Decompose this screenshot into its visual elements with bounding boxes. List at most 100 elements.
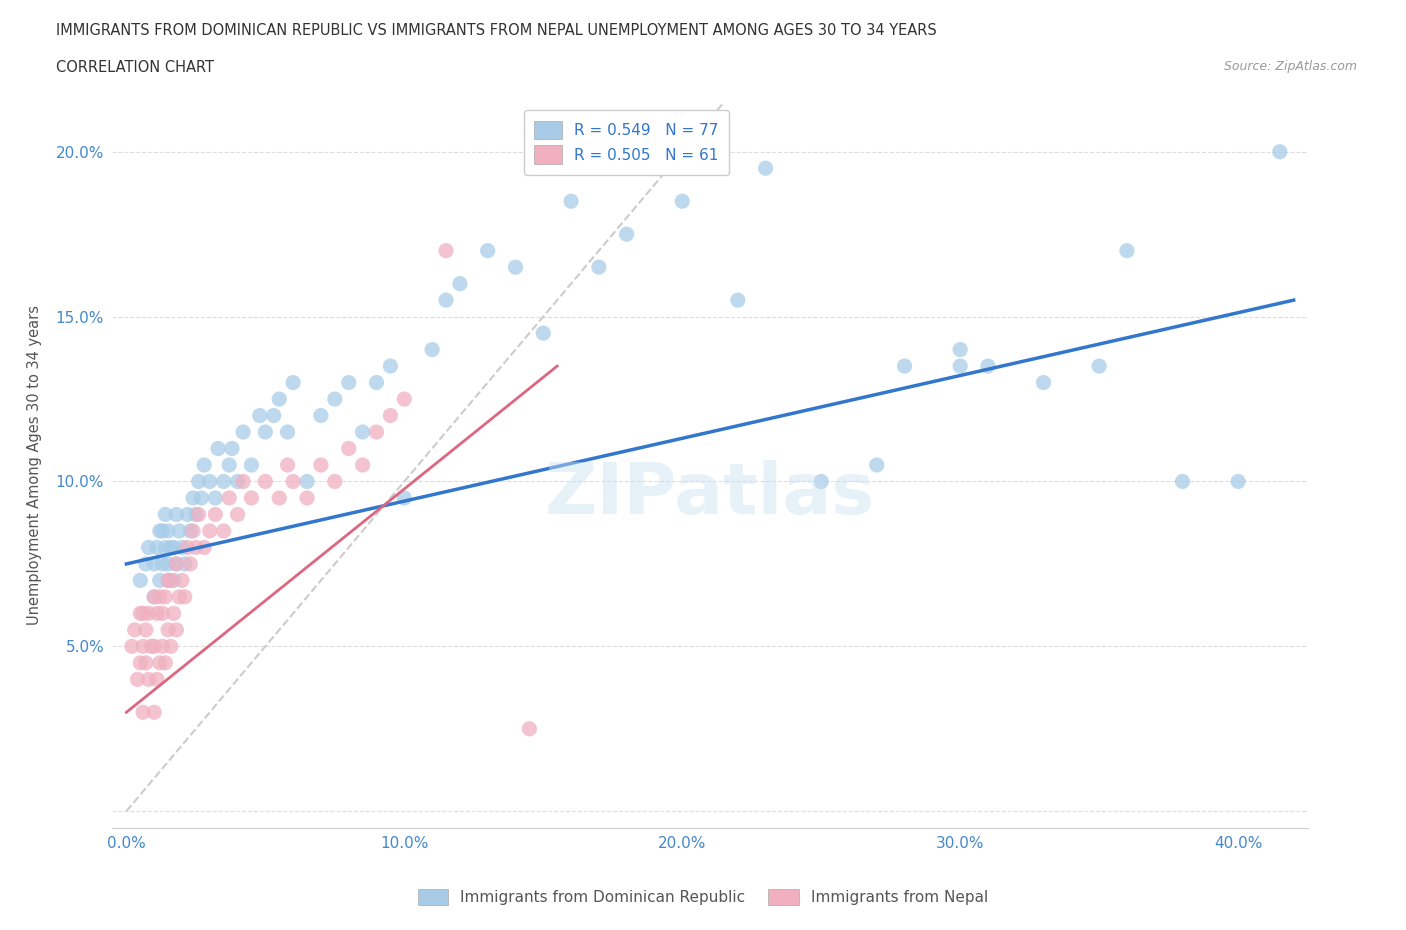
Point [212,524,235,538]
Point [893,359,915,374]
Point [146,606,169,621]
Point [394,490,416,505]
Point [129,573,152,588]
Point [146,540,169,555]
Point [1032,375,1054,390]
Point [309,458,332,472]
Point [135,656,157,671]
Point [616,227,638,242]
Point [138,606,160,621]
Text: Source: ZipAtlas.com: Source: ZipAtlas.com [1223,60,1357,73]
Point [254,425,277,440]
Point [1171,474,1194,489]
Point [366,425,388,440]
Point [155,507,177,522]
Point [352,458,374,472]
Point [198,524,221,538]
Point [152,606,174,621]
Point [124,622,146,637]
Point [277,458,299,472]
Point [588,259,610,274]
Text: CORRELATION CHART: CORRELATION CHART [56,60,214,75]
Point [380,408,402,423]
Point [165,507,187,522]
Point [232,474,254,489]
Point [170,573,193,588]
Point [160,540,183,555]
Point [337,375,360,390]
Point [190,490,212,505]
Point [141,639,163,654]
Point [181,524,204,538]
Point [323,474,346,489]
Point [434,244,457,259]
Point [434,293,457,308]
Point [157,524,180,538]
Point [949,342,972,357]
Point [449,276,471,291]
Legend: R = 0.549   N = 77, R = 0.505   N = 61: R = 0.549 N = 77, R = 0.505 N = 61 [523,110,730,175]
Point [207,441,229,456]
Point [281,375,304,390]
Point [193,540,215,555]
Point [1116,244,1139,259]
Point [505,259,527,274]
Point [157,556,180,571]
Point [143,590,166,604]
Point [810,474,832,489]
Point [477,244,499,259]
Point [129,606,152,621]
Point [152,556,174,571]
Point [165,556,187,571]
Point [187,507,209,522]
Point [277,425,299,440]
Point [560,193,582,208]
Point [179,556,201,571]
Point [176,540,198,555]
Point [160,573,183,588]
Text: IMMIGRANTS FROM DOMINICAN REPUBLIC VS IMMIGRANTS FROM NEPAL UNEMPLOYMENT AMONG A: IMMIGRANTS FROM DOMINICAN REPUBLIC VS IM… [56,23,936,38]
Point [155,590,177,604]
Point [184,507,207,522]
Point [165,622,187,637]
Point [138,540,160,555]
Point [127,671,149,686]
Point [204,507,226,522]
Point [394,392,416,406]
Point [727,293,749,308]
Point [135,556,157,571]
Point [204,490,226,505]
Point [149,573,172,588]
Point [149,524,172,538]
Point [167,524,190,538]
Point [149,590,172,604]
Point [184,540,207,555]
Point [135,622,157,637]
Point [269,392,291,406]
Point [173,590,195,604]
Point [295,490,318,505]
Point [337,441,360,456]
Point [165,556,187,571]
Point [149,656,172,671]
Point [269,490,291,505]
Point [218,490,240,505]
Point [949,359,972,374]
Point [352,425,374,440]
Point [121,639,143,654]
Point [157,622,180,637]
Point [212,474,235,489]
Point [866,458,889,472]
Point [420,342,443,357]
Point [138,671,160,686]
Point [226,507,249,522]
Point [295,474,318,489]
Point [232,425,254,440]
Point [167,590,190,604]
Point [132,639,155,654]
Point [157,573,180,588]
Point [198,474,221,489]
Point [181,490,204,505]
Legend: Immigrants from Dominican Republic, Immigrants from Nepal: Immigrants from Dominican Republic, Immi… [411,882,995,913]
Point [977,359,1000,374]
